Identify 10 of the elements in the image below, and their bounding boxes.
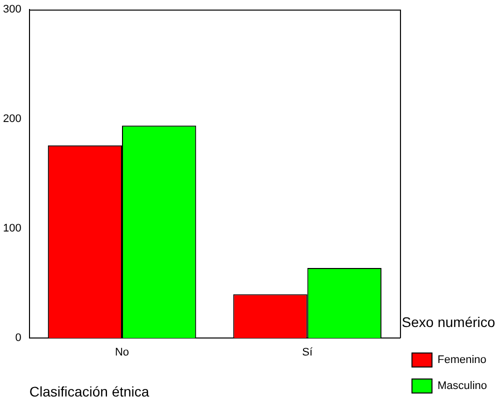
y-tick-label: 0: [15, 332, 22, 344]
x-axis-title: Clasificación étnica: [29, 383, 150, 400]
y-tick-label: 100: [2, 222, 22, 235]
legend-title: Sexo numérico: [402, 314, 496, 330]
legend-label: Masculino: [437, 380, 488, 392]
x-tick-label: Sí: [302, 346, 314, 359]
y-tick-label: 300: [2, 4, 22, 16]
x-tick-label: No: [114, 346, 130, 359]
y-tick-label: 200: [2, 113, 22, 126]
legend-label: Femenino: [437, 354, 486, 366]
